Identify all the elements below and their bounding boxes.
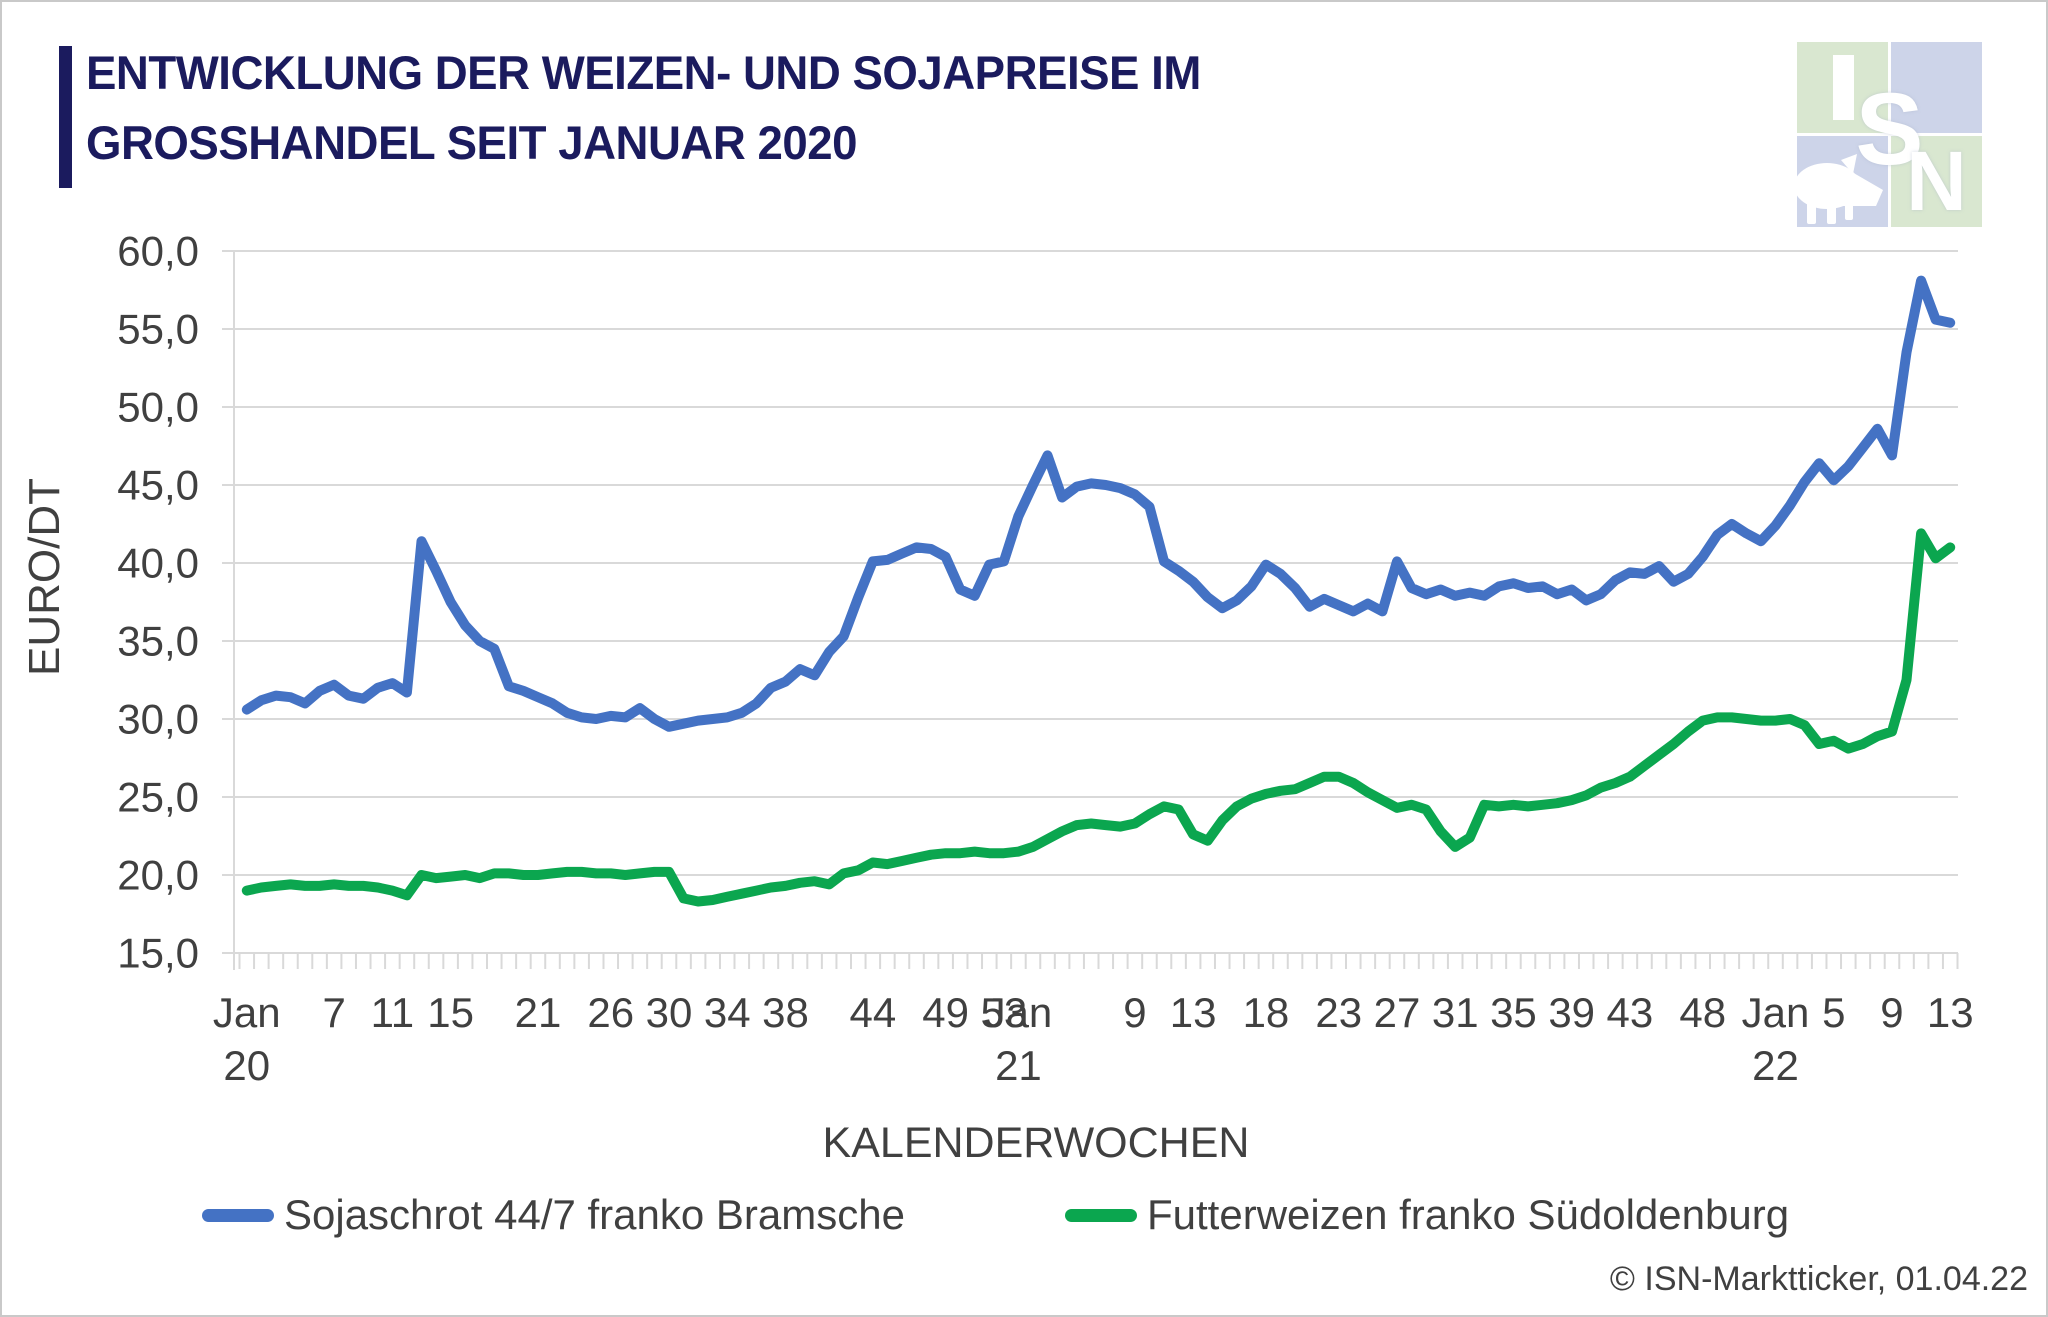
x-axis-tick-label: 21 bbox=[515, 989, 562, 1036]
x-axis-tick-label: 30 bbox=[646, 989, 693, 1036]
y-axis-tick-label: 50,0 bbox=[117, 384, 199, 431]
x-axis-tick-label: 13 bbox=[1927, 989, 1974, 1036]
y-axis-title: EURO/DT bbox=[20, 478, 69, 676]
x-axis-tick-label: 15 bbox=[427, 989, 474, 1036]
x-axis-tick-label: 44 bbox=[849, 989, 896, 1036]
x-axis-tick-label: 9 bbox=[1123, 989, 1146, 1036]
y-axis-tick-label: 20,0 bbox=[117, 852, 199, 899]
x-axis-tick-label: 34 bbox=[704, 989, 751, 1036]
x-axis-tick-label: 26 bbox=[587, 989, 634, 1036]
logo-square-bottom-right bbox=[1891, 136, 1982, 227]
x-axis-tick-label: 35 bbox=[1490, 989, 1537, 1036]
logo-letter-s: S bbox=[1855, 72, 1924, 186]
y-axis-tick-label: 25,0 bbox=[117, 774, 199, 821]
title-line-1: ENTWICKLUNG DER WEIZEN- UND SOJAPREISE I… bbox=[86, 46, 1201, 99]
logo-letter-n: N bbox=[1906, 134, 1967, 228]
y-axis-tick-label: 30,0 bbox=[117, 696, 199, 743]
futterweizen-line-swatch bbox=[1065, 1208, 1137, 1222]
x-axis-tick-label: Jan bbox=[985, 989, 1053, 1036]
y-axis-tick-label: 60,0 bbox=[117, 228, 199, 275]
y-axis-tick-label: 35,0 bbox=[117, 618, 199, 665]
pig-icon bbox=[1787, 154, 1883, 224]
title-line-2: GROSSHANDEL SEIT JANUAR 2020 bbox=[86, 115, 857, 169]
sojaschrot-line-swatch bbox=[202, 1208, 274, 1222]
y-axis-tick-label: 15,0 bbox=[117, 930, 199, 977]
x-axis-tick-label: 39 bbox=[1548, 989, 1595, 1036]
x-axis-tick-label: 48 bbox=[1679, 989, 1726, 1036]
sojaschrot-price-line bbox=[241, 275, 1956, 732]
x-axis-tick-label: 31 bbox=[1432, 989, 1479, 1036]
y-axis-tick-label: 40,0 bbox=[117, 540, 199, 587]
x-axis-year-label: 20 bbox=[223, 1042, 270, 1089]
y-axis-tick-label: 55,0 bbox=[117, 306, 199, 353]
x-axis-tick-label: 43 bbox=[1607, 989, 1654, 1036]
x-axis-tick-label: 5 bbox=[1822, 989, 1845, 1036]
logo-square-top-right bbox=[1891, 42, 1982, 133]
x-axis-tick-label: 49 bbox=[922, 989, 969, 1036]
x-axis-tick-label: 27 bbox=[1374, 989, 1421, 1036]
y-axis-tick-label: 45,0 bbox=[117, 462, 199, 509]
x-axis-year-label: 21 bbox=[995, 1042, 1042, 1089]
copyright-note: © ISN-Marktticker, 01.04.22 bbox=[1609, 1260, 2028, 1298]
x-axis-tick-label: 23 bbox=[1315, 989, 1362, 1036]
legend-label-futterweizen: Futterweizen franko Südoldenburg bbox=[1147, 1191, 1790, 1238]
x-axis-tick-label: Jan bbox=[213, 989, 281, 1036]
x-axis-year-label: 22 bbox=[1752, 1042, 1799, 1089]
legend-item-futterweizen: Futterweizen franko Südoldenburg bbox=[1065, 1188, 1789, 1242]
futterweizen-price-line bbox=[241, 528, 1956, 907]
x-axis-tick-label: 18 bbox=[1243, 989, 1290, 1036]
x-axis-tick-label: 9 bbox=[1880, 989, 1903, 1036]
legend-label-sojaschrot: Sojaschrot 44/7 franko Bramsche bbox=[284, 1191, 905, 1238]
x-axis-tick-label: 53 bbox=[981, 989, 1028, 1036]
logo-letter-i bbox=[1833, 55, 1854, 120]
x-axis-tick-label: 11 bbox=[371, 989, 415, 1036]
page-title: ENTWICKLUNG DER WEIZEN- UND SOJAPREISE I… bbox=[86, 38, 1201, 177]
x-axis-title: KALENDERWOCHEN bbox=[823, 1119, 1250, 1167]
x-axis-tick-label: 7 bbox=[322, 989, 345, 1036]
isn-logo: S N bbox=[1787, 42, 1982, 228]
x-axis-tick-label: Jan bbox=[1742, 989, 1810, 1036]
title-accent-bar bbox=[59, 46, 72, 188]
x-axis-tick-label: 13 bbox=[1170, 989, 1217, 1036]
x-axis-tick-label: 38 bbox=[762, 989, 809, 1036]
legend-item-sojaschrot: Sojaschrot 44/7 franko Bramsche bbox=[202, 1188, 905, 1242]
